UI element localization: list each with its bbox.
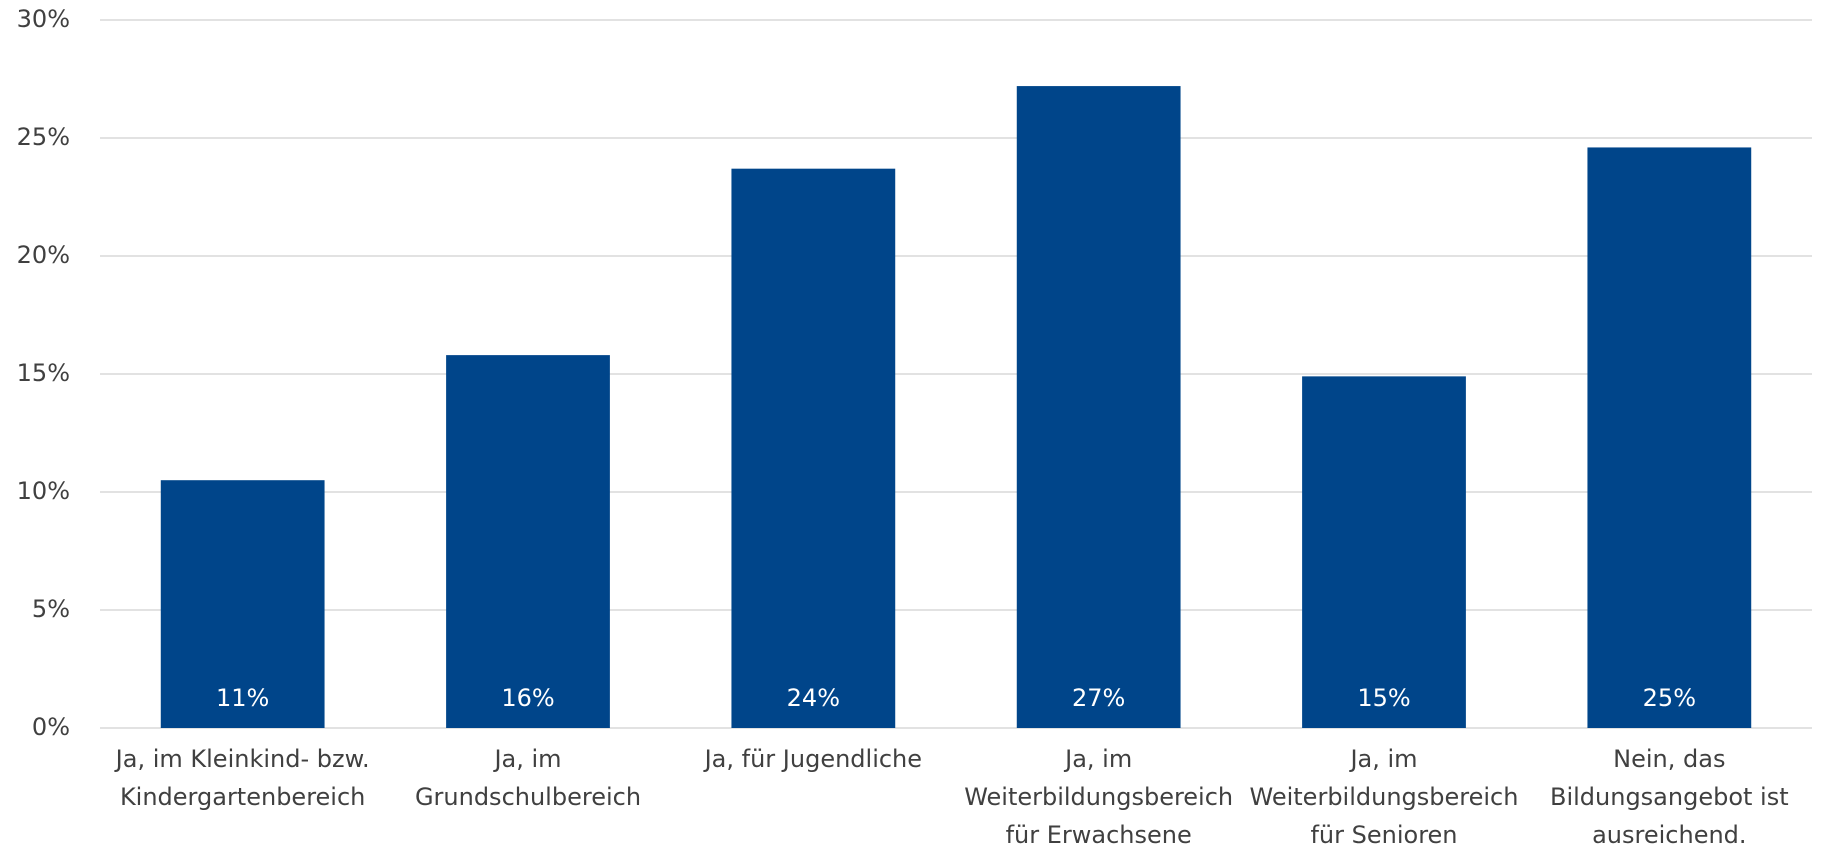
y-tick-label: 15% (17, 359, 70, 387)
bar (1587, 147, 1752, 728)
x-tick-label: Ja, für Jugendliche (704, 745, 923, 773)
bar (160, 480, 325, 728)
value-label: 24% (787, 684, 840, 712)
y-tick-label: 5% (32, 595, 70, 623)
bar (1016, 86, 1181, 728)
y-tick-label: 0% (32, 713, 70, 741)
bar (1302, 376, 1466, 728)
y-tick-label: 25% (17, 123, 70, 151)
y-tick-label: 30% (17, 5, 70, 33)
y-tick-label: 20% (17, 241, 70, 269)
x-tick-label: Ja, im Weiterbildungsbereich für Erwachs… (964, 745, 1234, 849)
bar (731, 168, 896, 728)
value-label: 27% (1072, 684, 1125, 712)
x-tick-label: Ja, im Weiterbildungsbereich für Seniore… (1249, 745, 1519, 849)
value-label: 16% (501, 684, 554, 712)
x-tick-label: Ja, im Grundschulbereich (414, 745, 642, 811)
y-tick-label: 10% (17, 477, 70, 505)
value-label: 25% (1643, 684, 1696, 712)
value-label: 11% (216, 684, 269, 712)
x-tick-label: Nein, das Bildungsangebot ist ausreichen… (1549, 745, 1789, 849)
bar (446, 355, 610, 728)
value-label: 15% (1357, 684, 1410, 712)
x-tick-label: Ja, im Kleinkind- bzw. Kindergartenberei… (115, 745, 370, 811)
